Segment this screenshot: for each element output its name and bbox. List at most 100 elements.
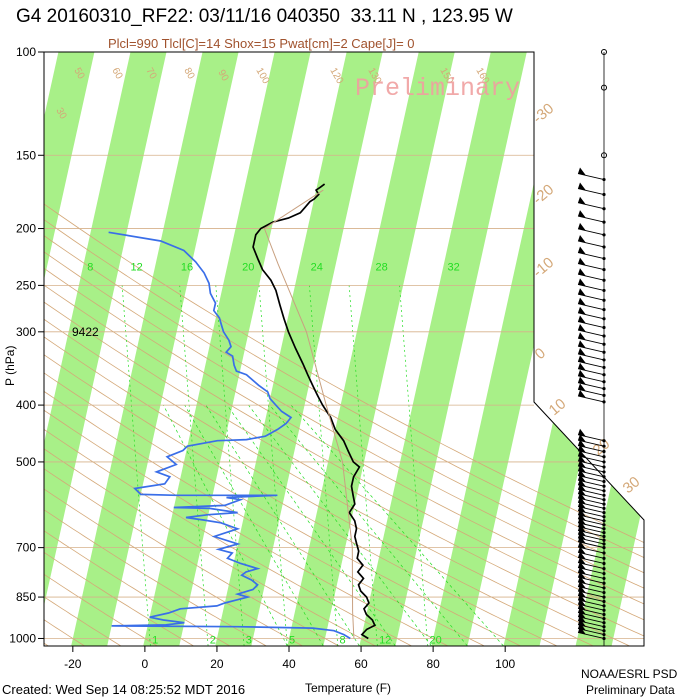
wind-barb — [577, 288, 606, 302]
dry-adiabat — [44, 52, 303, 646]
wind-barb — [577, 369, 606, 384]
mixing-ratio-label: 16 — [181, 262, 193, 274]
dry-adiabat — [44, 52, 340, 646]
barb-origin — [602, 177, 606, 182]
isotherm-band — [575, 52, 644, 646]
barb-origin — [602, 449, 606, 454]
barb-origin — [602, 470, 606, 474]
dry-adiabat — [44, 52, 630, 646]
barb-origin — [602, 531, 606, 535]
plot-frame — [43, 51, 645, 647]
x-tick-label: 0 — [142, 657, 149, 671]
barb-origin — [602, 233, 606, 237]
isotherm-band — [71, 52, 239, 646]
barb-origin — [602, 621, 606, 625]
y-tick-label: 850 — [16, 590, 36, 604]
isotherm-band — [287, 52, 455, 646]
y-tick-label: 1000 — [9, 631, 36, 645]
barb-origin — [602, 325, 606, 330]
barb-flag — [578, 626, 586, 635]
credit-line-2: Preliminary Data — [586, 683, 675, 697]
barb-origin — [602, 538, 606, 542]
calm-circle — [601, 84, 607, 91]
wind-barb — [577, 347, 606, 362]
barb-origin — [602, 506, 606, 510]
isotherm-label: 10 — [546, 395, 570, 419]
wind-barb — [577, 324, 606, 338]
wind-barb — [577, 210, 606, 224]
isotherm-band — [359, 52, 527, 646]
wind-barb — [577, 626, 606, 641]
x-tick-label: 100 — [495, 657, 515, 671]
barb-origin — [602, 298, 606, 302]
y-tick-label: 250 — [16, 278, 36, 292]
dewpoint-profile — [108, 231, 351, 640]
moist-adiabat — [163, 404, 288, 646]
barb-flag — [578, 288, 586, 297]
dry-adiabat — [44, 52, 644, 646]
barb-origin — [602, 586, 606, 590]
barb-origin — [602, 493, 606, 497]
wind-barb — [577, 246, 606, 261]
y-tick-label: 400 — [16, 398, 36, 412]
barb-origin — [602, 515, 606, 519]
x-tick-label: -20 — [64, 657, 82, 671]
wind-barb — [577, 340, 606, 354]
wind-barb — [577, 234, 606, 249]
x-tick-label: 80 — [426, 657, 440, 671]
wind-barb — [577, 297, 606, 312]
adiabat-label: 60 — [109, 66, 124, 82]
credit-line-1: NOAA/ESRL PSD — [581, 667, 678, 681]
mixing-ratio-label: 28 — [375, 262, 387, 274]
mixing-ratio-label: 8 — [87, 262, 93, 274]
y-axis-label: P (hPa) — [3, 346, 17, 386]
bottom-mixing-label: 12 — [379, 634, 391, 646]
barb-origin — [602, 387, 606, 391]
barb-origin — [602, 542, 606, 546]
wind-barb — [577, 182, 606, 197]
bottom-mixing-label: 3 — [246, 634, 252, 646]
dry-adiabat — [44, 52, 521, 646]
isotherm-band — [44, 52, 167, 646]
barb-flag — [578, 306, 586, 315]
barb-origin — [602, 625, 606, 629]
calm-circle — [601, 152, 607, 159]
barb-origin — [602, 629, 606, 633]
dry-adiabat — [44, 52, 644, 646]
x-tick-label: 60 — [354, 657, 368, 671]
barb-origin — [602, 551, 606, 555]
isotherm-band — [44, 52, 95, 646]
barb-flag — [578, 324, 586, 333]
barb-flag — [578, 222, 586, 231]
wind-barb — [577, 315, 606, 330]
isotherm-label: 30 — [620, 473, 644, 497]
dry-adiabat — [44, 52, 644, 646]
moist-adiabat — [290, 404, 504, 646]
barb-flag — [578, 389, 586, 398]
isotherm-band — [143, 52, 311, 646]
barb-origin — [602, 380, 606, 384]
bottom-mixing-label: 8 — [339, 634, 345, 646]
x-tick-label: 40 — [282, 657, 296, 671]
barb-origin — [602, 534, 606, 539]
barb-origin — [602, 465, 606, 469]
barb-origin — [602, 358, 606, 362]
barb-flag — [578, 210, 586, 219]
barb-flag — [578, 347, 586, 356]
barb-origin — [602, 527, 606, 531]
barb-flag — [578, 428, 586, 437]
barb-origin — [602, 479, 606, 484]
barb-flag — [578, 383, 586, 392]
barb-origin — [602, 334, 606, 338]
barb-flag — [578, 278, 586, 287]
wind-barb — [577, 167, 606, 182]
barb-origin — [602, 342, 606, 346]
adiabat-label: 70 — [143, 66, 158, 82]
adiabat-label: 30 — [53, 106, 68, 122]
barb-origin — [602, 245, 606, 249]
wind-barb — [577, 383, 606, 397]
mixing-ratio-line — [348, 285, 378, 646]
mixing-ratio-line — [399, 285, 429, 646]
barb-origin — [602, 546, 606, 550]
